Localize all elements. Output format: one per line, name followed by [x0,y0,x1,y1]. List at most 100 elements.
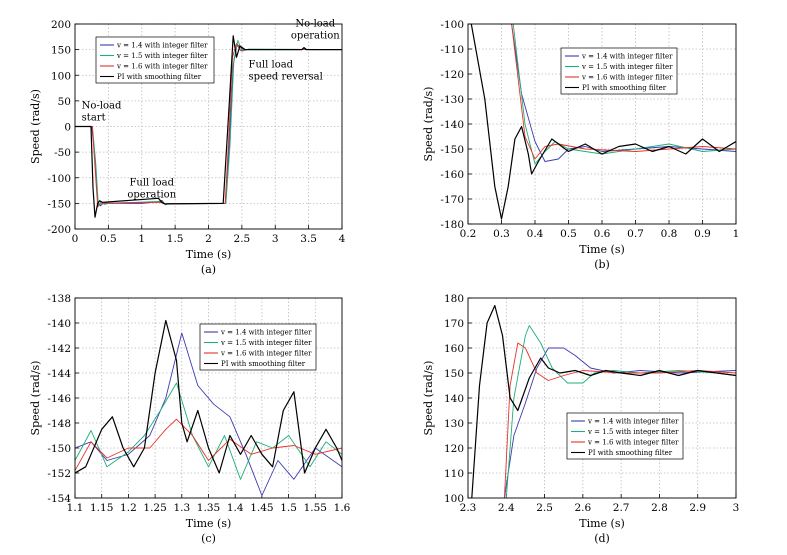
legend-entry: v = 1.5 with integer filter [116,52,208,60]
legend-box [199,323,317,371]
x-tick-label: 1.6 [334,502,351,514]
legend-entry: v = 1.6 with integer filter [587,439,679,447]
legend-entry: v = 1.6 with integer filter [116,63,208,71]
x-tick-label: 0.6 [594,228,611,240]
legend: v = 1.4 with integer filter v = 1.5 with … [199,323,317,371]
x-tick-label: 1.25 [143,502,166,514]
series-line-4 [471,304,736,498]
legend-box [560,47,678,95]
x-tick-label: 1.15 [90,502,113,514]
x-tick-label: 4 [339,233,346,245]
legend-entry: PI with smoothing filter [588,449,673,457]
y-tick-label: -144 [47,368,71,380]
plot-frame [74,23,343,230]
annotation-text: start [82,113,106,124]
x-tick-label: 0.5 [560,228,577,240]
y-tick-label: 0 [64,122,71,134]
y-tick-label: -170 [440,194,464,206]
y-tick-label: 140 [444,393,464,405]
y-tick-label: -152 [47,468,71,480]
x-tick-label: 0.2 [460,228,477,240]
x-tick-label: 2.5 [536,502,553,514]
annotation-text: No-load [295,19,335,30]
y-tick-label: -150 [440,144,464,156]
y-tick-label: -100 [440,19,464,31]
legend-box [95,36,215,84]
x-tick-label: 3.5 [300,233,317,245]
legend: v = 1.4 with integer filter v = 1.5 with … [560,47,678,95]
x-axis-label: Time (s) [186,248,232,261]
y-axis-label: Speed (rad/s) [422,87,435,162]
x-tick-label: 1.1 [67,502,84,514]
x-tick-label: 1.45 [250,502,273,514]
x-tick-label: 2.6 [575,502,592,514]
x-tick-label: 0.5 [100,233,117,245]
y-axis-label: Speed (rad/s) [29,89,42,164]
y-tick-label: -154 [47,493,71,505]
y-tick-label: 100 [444,493,464,505]
series-line-1 [75,332,342,496]
series-line-4 [470,24,736,220]
legend-entry: PI with smoothing filter [221,360,306,368]
legend-entry: v = 1.4 with integer filter [587,418,679,426]
x-tick-label: 0.9 [694,228,711,240]
y-tick-label: 100 [51,70,71,82]
x-tick-label: 1.4 [227,502,244,514]
x-tick-label: 2.8 [651,502,668,514]
plot-frame [467,297,737,499]
annotation-text: operation [291,31,340,42]
x-axis-label: Time (s) [186,517,232,530]
x-tick-label: 2 [205,233,212,245]
y-tick-label: 120 [444,443,464,455]
y-tick-label: -140 [47,318,71,330]
x-tick-label: 0.7 [627,228,644,240]
y-tick-label: -148 [47,418,71,430]
y-axis-label: Speed (rad/s) [29,361,42,436]
legend-entry: v = 1.5 with integer filter [220,339,312,347]
chart-panel-a: 0 0.5 1 1.5 2 2.5 3 3.5 4 -200 -150 -100 -50 0 50 100 15… [29,19,346,276]
y-tick-label: -138 [47,293,71,305]
y-tick-label: -150 [47,443,71,455]
x-tick-label: 2.5 [234,233,251,245]
legend: v = 1.4 with integer filter v = 1.5 with … [566,412,684,460]
chart-panel-b: 0.2 0.3 0.4 0.5 0.6 0.7 0.8 0.9 1 -180 -170 -160 -15… [422,19,739,271]
y-tick-label: -180 [440,219,464,231]
x-axis-label: Time (s) [579,517,625,530]
x-axis-label: Time (s) [579,243,625,256]
x-tick-label: 0.3 [493,228,510,240]
legend-box [566,412,684,460]
series-line-4 [75,319,342,474]
chart-panel-d: 2.3 2.4 2.5 2.6 2.7 2.8 2.9 3 100 110 120 130 140 150… [422,293,739,545]
panel-label: (d) [594,532,610,545]
legend-entry: v = 1.4 with integer filter [116,42,208,50]
legend-entry: v = 1.5 with integer filter [581,63,673,71]
legend-entry: v = 1.5 with integer filter [587,428,679,436]
x-tick-label: 1 [138,233,145,245]
legend-entry: v = 1.6 with integer filter [581,74,673,82]
y-tick-label: 150 [444,368,464,380]
x-tick-label: 0 [72,233,79,245]
y-tick-label: -130 [440,94,464,106]
y-tick-label: 150 [51,45,71,57]
y-tick-label: 110 [444,468,464,480]
series-line-2 [75,39,342,207]
x-tick-label: 1.35 [197,502,220,514]
y-tick-label: -140 [440,119,464,131]
plot-frame [74,297,343,499]
x-tick-label: 1.2 [120,502,137,514]
panel-label: (c) [201,532,216,545]
legend-entry: PI with smoothing filter [582,84,667,92]
x-tick-label: 0.8 [661,228,678,240]
y-tick-label: 160 [444,343,464,355]
annotation-text: speed reversal [249,72,323,83]
y-tick-label: -100 [47,173,71,185]
y-tick-label: 170 [444,318,464,330]
y-tick-label: 200 [51,19,71,31]
panel-label: (b) [594,258,610,271]
series-line-1 [503,347,736,498]
x-tick-label: 2.9 [689,502,706,514]
y-tick-label: -50 [54,147,71,159]
y-tick-label: -150 [47,198,71,210]
panel-label: (a) [201,263,216,276]
